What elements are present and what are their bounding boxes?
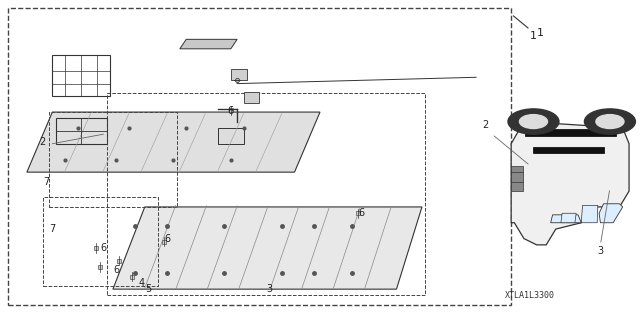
Circle shape bbox=[596, 115, 624, 129]
Polygon shape bbox=[581, 205, 598, 223]
Polygon shape bbox=[561, 213, 576, 223]
Circle shape bbox=[520, 115, 547, 129]
FancyBboxPatch shape bbox=[218, 128, 244, 144]
Circle shape bbox=[584, 109, 636, 134]
Bar bbox=[231, 69, 246, 80]
Polygon shape bbox=[511, 122, 629, 245]
Text: 6: 6 bbox=[100, 243, 106, 253]
Bar bbox=[511, 166, 523, 191]
Polygon shape bbox=[180, 39, 237, 49]
Polygon shape bbox=[534, 147, 604, 153]
Polygon shape bbox=[27, 112, 320, 172]
Bar bbox=[49, 112, 177, 207]
Text: 3: 3 bbox=[266, 284, 272, 294]
Text: 4: 4 bbox=[138, 278, 145, 288]
Polygon shape bbox=[113, 207, 422, 289]
Text: 6: 6 bbox=[228, 106, 234, 116]
Text: 6: 6 bbox=[113, 265, 119, 275]
Text: 7: 7 bbox=[43, 177, 49, 187]
Text: 1: 1 bbox=[531, 31, 538, 41]
Text: 6: 6 bbox=[358, 208, 364, 219]
Text: 1: 1 bbox=[537, 28, 543, 38]
Polygon shape bbox=[550, 215, 581, 223]
Bar bbox=[244, 92, 259, 103]
Text: 2: 2 bbox=[40, 137, 46, 147]
Text: 5: 5 bbox=[145, 284, 151, 294]
Bar bbox=[8, 8, 511, 305]
Text: 6: 6 bbox=[164, 234, 170, 244]
Text: 7: 7 bbox=[49, 224, 56, 234]
Circle shape bbox=[508, 109, 559, 134]
Text: XTLA1L3300: XTLA1L3300 bbox=[506, 291, 556, 300]
Polygon shape bbox=[599, 204, 623, 223]
Text: 2: 2 bbox=[483, 120, 489, 130]
Bar bbox=[106, 93, 425, 295]
Polygon shape bbox=[525, 130, 616, 136]
Text: 3: 3 bbox=[597, 246, 604, 256]
Bar bbox=[43, 197, 157, 286]
